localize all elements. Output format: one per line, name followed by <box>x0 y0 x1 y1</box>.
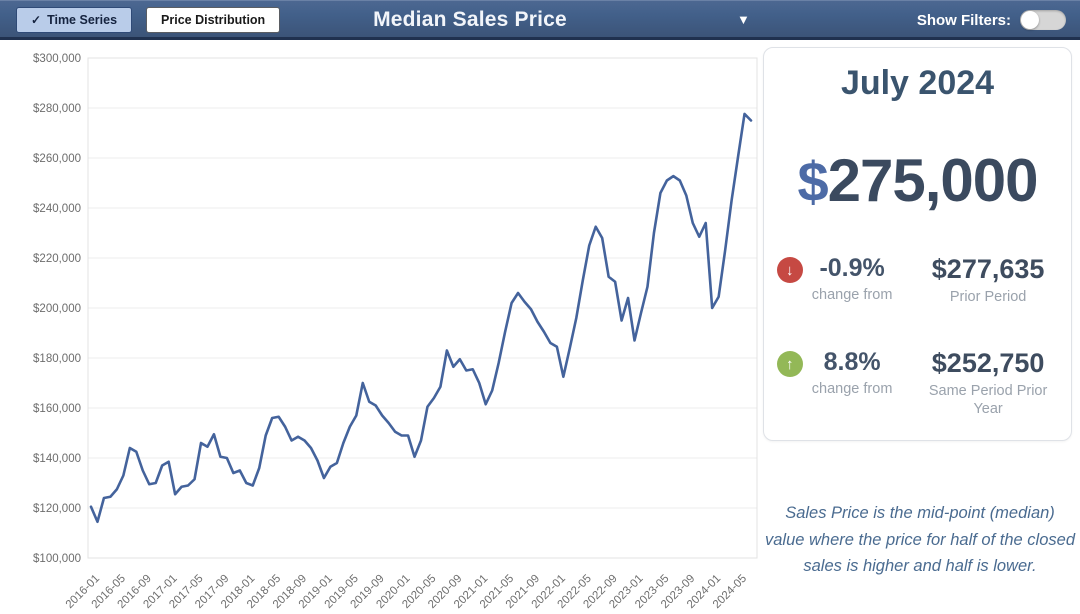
svg-text:$200,000: $200,000 <box>33 303 81 315</box>
svg-text:$280,000: $280,000 <box>33 103 81 115</box>
period-label: July 2024 <box>840 64 995 102</box>
view-tabs: ✓ Time Series Price Distribution <box>16 7 281 33</box>
svg-text:$140,000: $140,000 <box>33 453 81 465</box>
prior-period-label: Prior Period <box>949 289 1027 305</box>
median-price-value: $275,000 <box>764 146 1071 215</box>
time-series-chart: $100,000 $120,000 $140,000 $160,000 $180,000… <box>33 53 758 611</box>
currency-symbol: $ <box>797 150 828 213</box>
show-filters-group: Show Filters: <box>917 0 1066 40</box>
show-filters-label: Show Filters: <box>916 11 1011 29</box>
svg-text:$220,000: $220,000 <box>33 253 81 265</box>
prior-year-change-row: ↑ 8.8% change from $252,750 Same Period … <box>764 348 1071 418</box>
svg-text:$100,000: $100,000 <box>33 553 81 565</box>
tab-price-distribution-label: Price Distribution <box>161 13 266 27</box>
prior-period-value: $277,635 <box>931 254 1045 284</box>
title-area: Median Sales Price <box>260 0 680 40</box>
summary-panel: July 2024 $275,000 ↓ -0.9% change from $… <box>760 40 1080 614</box>
metric-description: Sales Price is the mid-point (median) va… <box>764 504 1075 576</box>
svg-text:$260,000: $260,000 <box>33 153 81 165</box>
svg-text:$300,000: $300,000 <box>33 53 81 65</box>
change-from-label: change from <box>811 381 893 397</box>
tab-price-distribution[interactable]: Price Distribution <box>146 7 281 33</box>
prior-period-change-pct: -0.9% <box>819 254 885 282</box>
prior-year-label: Same Period Prior Year <box>928 383 1048 418</box>
arrow-down-circle-icon: ↓ <box>776 257 803 283</box>
prior-year-change-pct: 8.8% <box>823 348 881 376</box>
svg-text:$160,000: $160,000 <box>33 403 81 415</box>
arrow-up-circle-icon: ↑ <box>776 351 803 377</box>
svg-text:$180,000: $180,000 <box>33 353 81 365</box>
show-filters-toggle[interactable] <box>1020 10 1066 30</box>
svg-text:$120,000: $120,000 <box>33 503 81 515</box>
svg-text:$240,000: $240,000 <box>33 203 81 215</box>
change-from-label: change from <box>811 287 893 303</box>
toggle-knob <box>1021 11 1039 29</box>
summary-card: July 2024 $275,000 ↓ -0.9% change from $… <box>763 47 1072 441</box>
prior-period-change-row: ↓ -0.9% change from $277,635 Prior Perio… <box>764 254 1071 306</box>
check-icon: ✓ <box>31 13 42 27</box>
tab-time-series[interactable]: ✓ Time Series <box>16 7 133 33</box>
price-amount: 275,000 <box>827 147 1039 214</box>
tab-time-series-label: Time Series <box>47 13 118 27</box>
header-bar: ✓ Time Series Price Distribution Median … <box>0 0 1080 40</box>
page-title: Median Sales Price <box>373 8 567 31</box>
prior-year-value: $252,750 <box>931 348 1045 378</box>
chevron-down-icon[interactable]: ▼ <box>737 12 750 27</box>
